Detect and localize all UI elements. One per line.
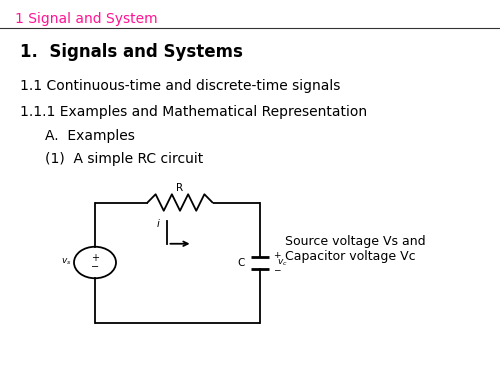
Text: (1)  A simple RC circuit: (1) A simple RC circuit: [45, 152, 203, 166]
Text: i: i: [157, 219, 160, 230]
Text: $v_s$: $v_s$: [61, 256, 72, 267]
Text: 1 Signal and System: 1 Signal and System: [15, 12, 158, 26]
Text: −: −: [91, 262, 99, 272]
Text: 1.1.1 Examples and Mathematical Representation: 1.1.1 Examples and Mathematical Represen…: [20, 105, 367, 119]
Text: +: +: [91, 253, 99, 262]
Text: +: +: [273, 251, 280, 260]
Text: Source voltage Vs and
Capacitor voltage Vc: Source voltage Vs and Capacitor voltage …: [285, 236, 426, 263]
Text: $v_c$: $v_c$: [277, 257, 287, 268]
Text: C: C: [238, 258, 245, 267]
Text: 1.  Signals and Systems: 1. Signals and Systems: [20, 43, 243, 61]
Text: 1.1 Continuous-time and discrete-time signals: 1.1 Continuous-time and discrete-time si…: [20, 79, 340, 93]
Text: A.  Examples: A. Examples: [45, 129, 135, 143]
Text: −: −: [273, 265, 280, 274]
Text: R: R: [176, 183, 184, 193]
